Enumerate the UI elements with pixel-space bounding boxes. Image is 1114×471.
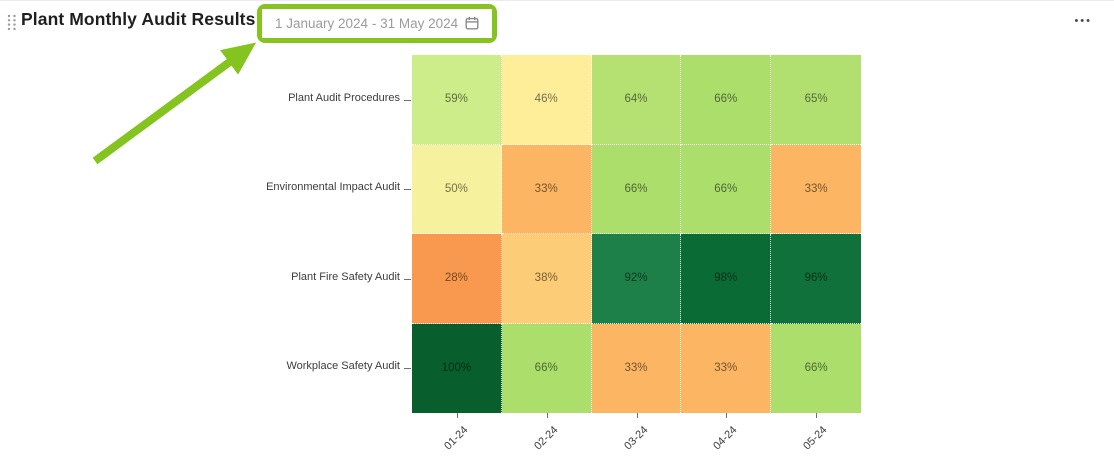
y-axis-tick [404,278,411,280]
y-axis-tick [404,189,411,191]
x-axis-tick [816,413,818,418]
heatmap-cell[interactable]: 50% [412,144,502,234]
heatmap-cell[interactable]: 98% [681,234,772,324]
column-label: 05-24 [801,424,830,453]
date-range-label: 1 January 2024 - 31 May 2024 [275,16,459,31]
drag-handle-icon[interactable] [6,13,18,31]
row-label: Plant Audit Procedures [288,91,400,104]
x-axis-tick [636,413,638,418]
heatmap-cell[interactable]: 33% [501,144,592,234]
heatmap-cell[interactable]: 59% [412,55,502,145]
column-label: 01-24 [441,424,471,453]
calendar-icon [465,16,479,33]
column-label: 02-24 [531,424,561,453]
heatmap-cell[interactable]: 66% [591,144,682,234]
heatmap-cell[interactable]: 66% [681,55,772,145]
heatmap-cell[interactable]: 38% [501,234,592,324]
heatmap-cell[interactable]: 33% [591,323,682,413]
date-range-picker[interactable]: 1 January 2024 - 31 May 2024 [262,9,492,38]
widget-title: Plant Monthly Audit Results [21,9,256,29]
y-axis-tick [404,368,411,370]
heatmap-cell[interactable]: 64% [591,55,682,145]
heatmap-cell[interactable]: 65% [771,55,861,145]
heatmap-cell[interactable]: 66% [771,323,861,413]
x-axis-tick [546,413,548,418]
row-label: Environmental Impact Audit [266,181,400,194]
more-options-button[interactable]: ••• [1070,11,1096,31]
x-axis-tick [726,413,728,418]
annotation-highlight-box: 1 January 2024 - 31 May 2024 [257,4,497,43]
heatmap-cell[interactable]: 33% [681,323,772,413]
heatmap-cell[interactable]: 100% [412,323,502,413]
heatmap-chart: 59% 46% 64% 66% 65% 50% 33% 66% 66% 33% 28% 38% 92% 9… [412,55,861,413]
column-label: 04-24 [711,424,740,453]
column-label: 03-24 [621,424,650,453]
y-axis-tick [404,99,411,101]
heatmap-cell[interactable]: 66% [681,144,772,234]
row-label: Plant Fire Safety Audit [291,270,400,283]
heatmap-cell[interactable]: 96% [771,234,861,324]
heatmap-cell[interactable]: 46% [501,55,592,145]
row-label: Workplace Safety Audit [286,360,400,373]
heatmap-cell[interactable]: 66% [501,323,592,413]
heatmap-cell[interactable]: 28% [412,234,502,324]
heatmap-cell[interactable]: 33% [771,144,861,234]
heatmap-cell[interactable]: 92% [591,234,682,324]
x-axis-tick [456,413,458,418]
